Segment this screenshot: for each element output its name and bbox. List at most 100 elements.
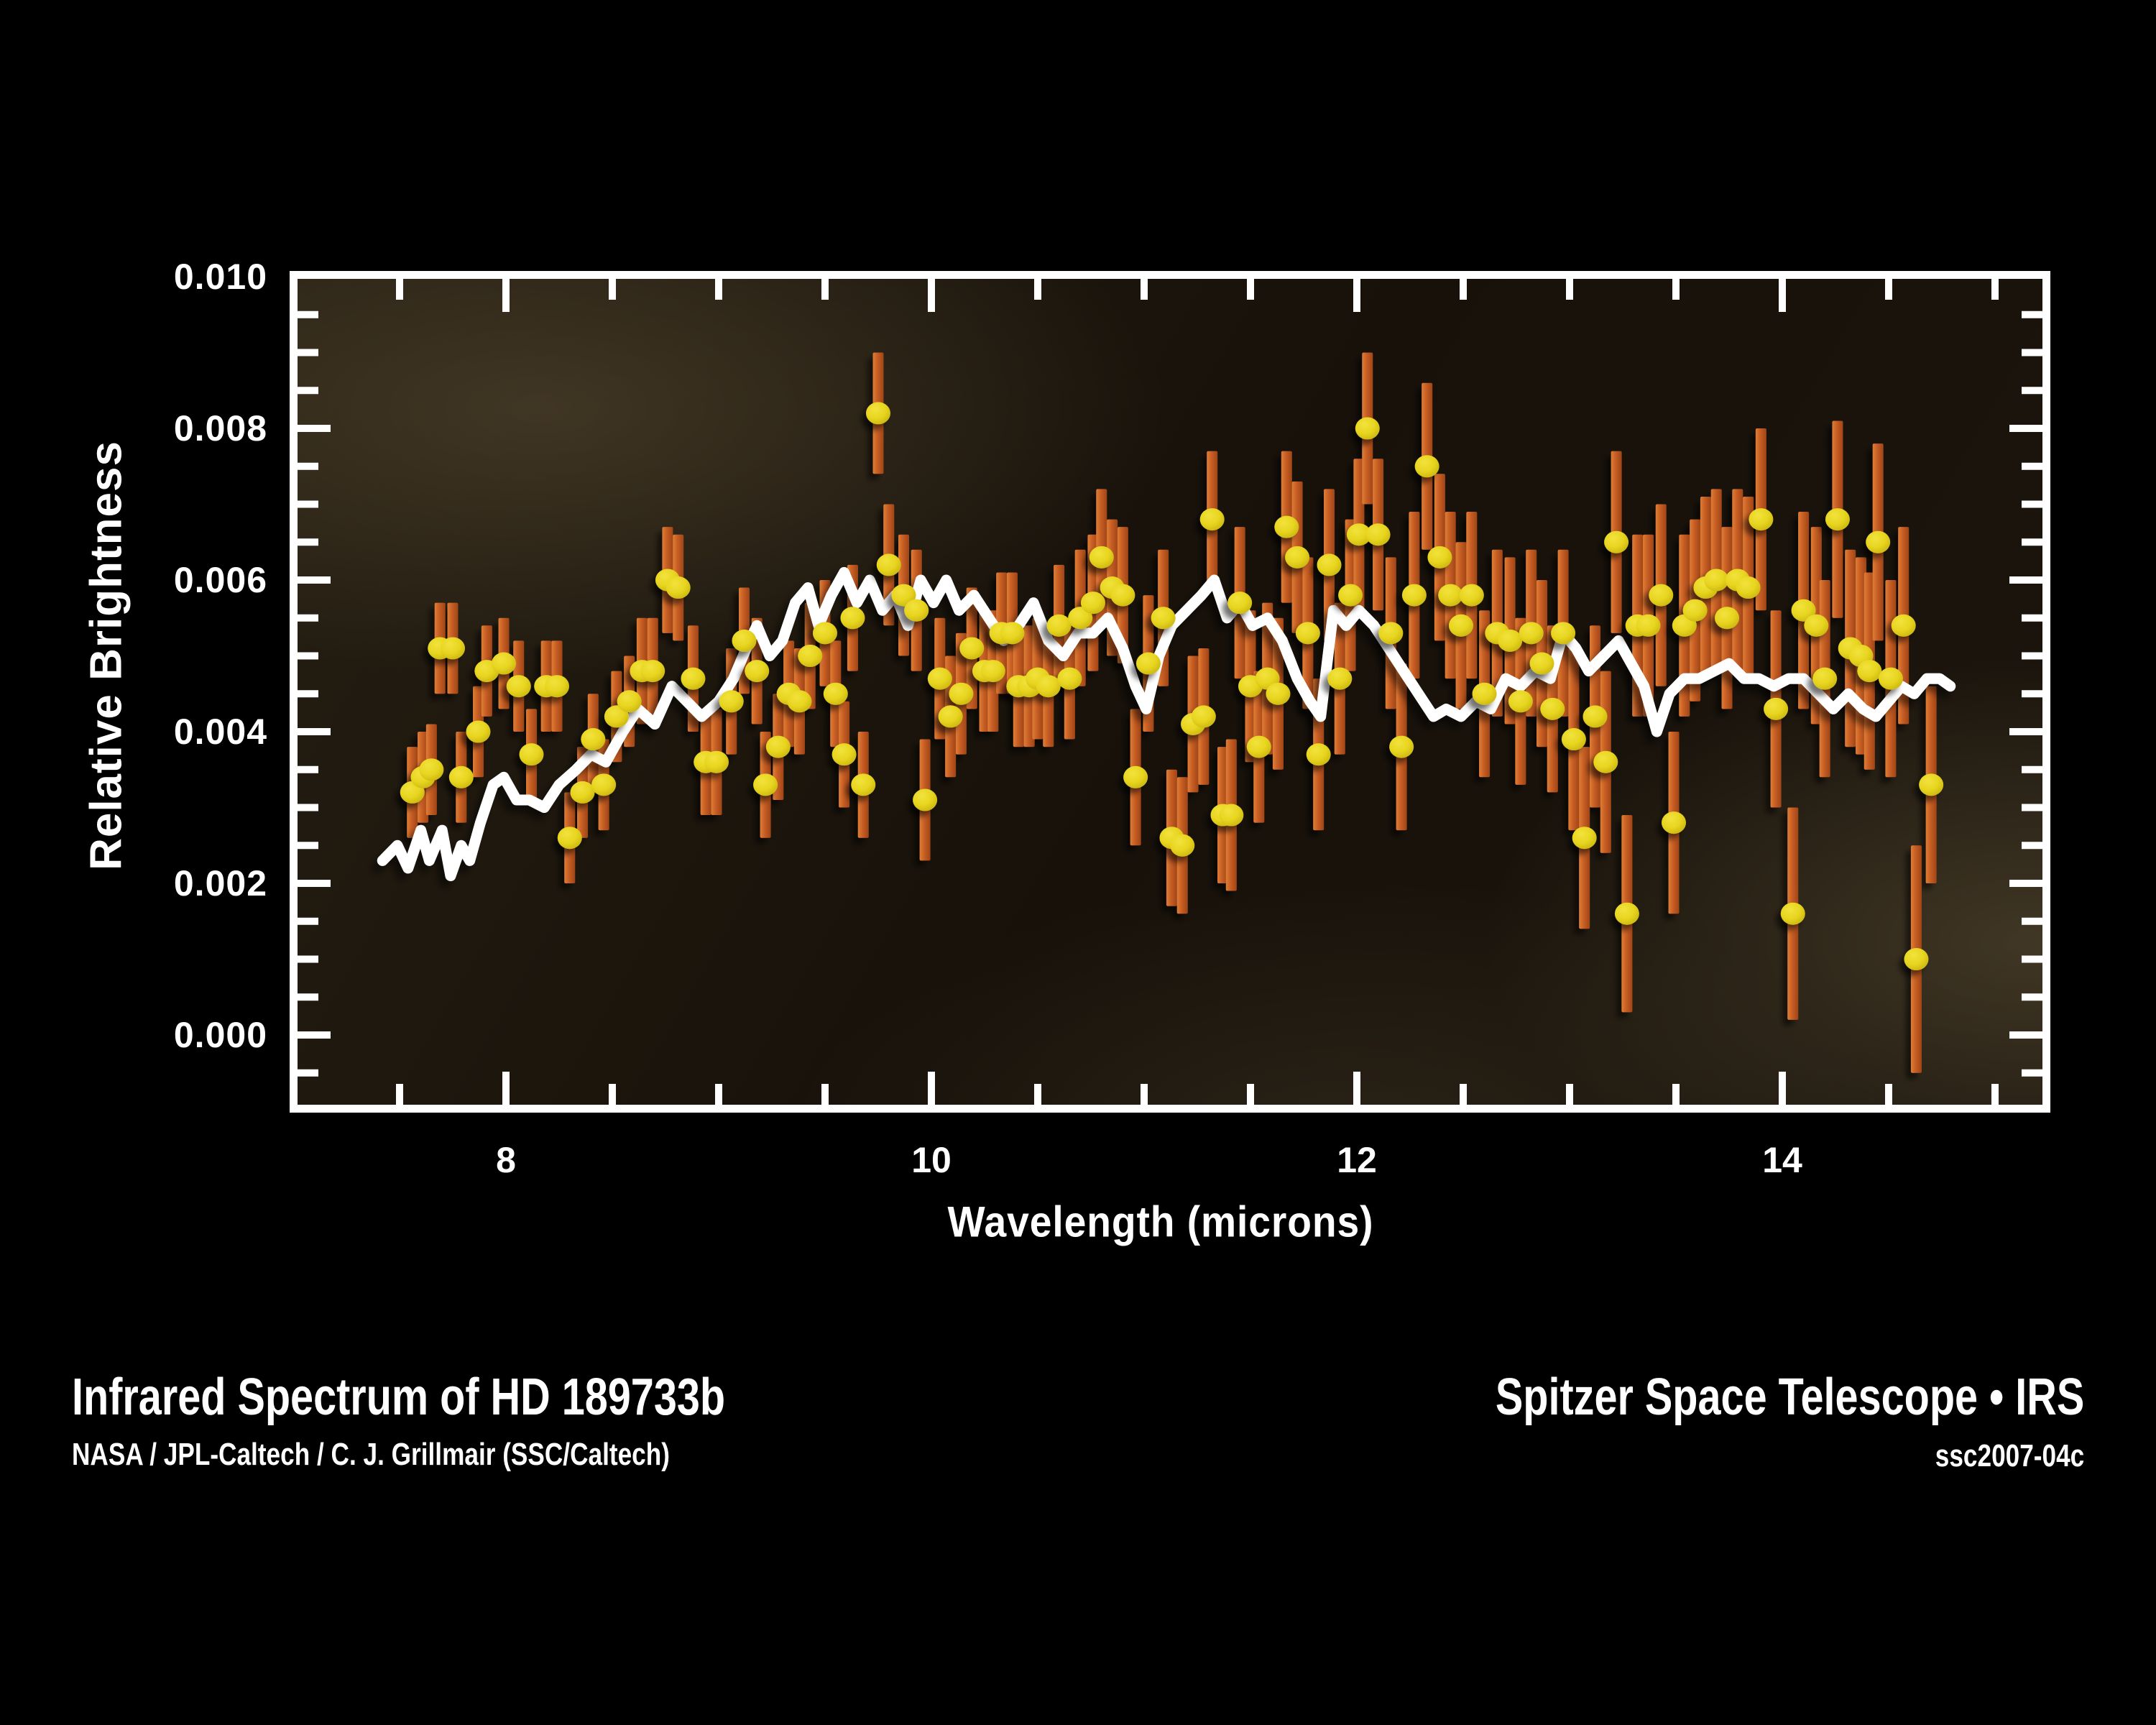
data-point [1378, 622, 1404, 645]
data-point [765, 735, 791, 758]
data-point [1036, 675, 1061, 698]
data-point [904, 599, 929, 622]
data-point [604, 705, 629, 728]
data-point [1791, 599, 1816, 622]
release-id: ssc2007-04c [1935, 1438, 2084, 1473]
x-axis-title: Wavelength (microns) [947, 1197, 1374, 1246]
data-point [1682, 599, 1708, 622]
data-point [1904, 948, 1929, 970]
data-point [1561, 728, 1586, 751]
data-point [1227, 592, 1253, 615]
axis-ticks [298, 279, 2042, 1105]
data-point [448, 765, 474, 788]
data-point [617, 690, 642, 713]
data-point [798, 645, 823, 667]
figure-title: Infrared Spectrum of HD 189733b [72, 1368, 726, 1426]
data-point [980, 660, 1005, 683]
y-tick-label: 0.010 [173, 257, 267, 297]
data-point [938, 705, 963, 728]
data-point [1764, 697, 1789, 720]
data-point [823, 682, 848, 705]
data-point [1540, 697, 1565, 720]
data-point [1825, 508, 1850, 531]
data-point [1057, 667, 1082, 690]
data-point [753, 773, 778, 796]
data-point [1317, 553, 1342, 576]
data-point [1219, 804, 1244, 827]
data-point [681, 667, 706, 690]
data-point [591, 773, 617, 796]
data-point [1191, 705, 1216, 728]
data-point [1508, 690, 1533, 713]
data-point [492, 652, 517, 675]
data-point [1662, 811, 1687, 834]
data-point [1438, 584, 1463, 607]
plot-background [293, 275, 2047, 1109]
data-point [1459, 584, 1484, 607]
data-point [665, 576, 691, 599]
data-point [1449, 614, 1474, 637]
spectrum-chart [290, 271, 2050, 1113]
data-point [1170, 834, 1195, 857]
y-tick-label: 0.004 [173, 712, 267, 752]
data-point [1593, 750, 1618, 773]
model-line [377, 566, 1956, 881]
data-point [959, 637, 985, 660]
y-tick-label: 0.002 [173, 863, 267, 903]
data-point [1414, 455, 1439, 478]
data-point [1583, 705, 1608, 728]
data-point [1246, 735, 1271, 758]
data-point [1295, 622, 1320, 645]
data-point [1551, 622, 1576, 645]
data-point [570, 781, 595, 804]
data-point [1891, 614, 1916, 637]
data-point [813, 622, 837, 645]
data-point [1472, 682, 1497, 705]
data-point [1338, 584, 1363, 607]
data-point [1274, 515, 1299, 538]
y-axis-title: Relative Brightness [81, 441, 132, 870]
data-point [1068, 607, 1093, 630]
data-point [719, 690, 744, 713]
data-point [1151, 607, 1176, 630]
data-point [519, 743, 544, 766]
data-point [1519, 622, 1544, 645]
data-point [1780, 902, 1805, 925]
data-point [1089, 546, 1114, 569]
figure-credit: NASA / JPL-Caltech / C. J. Grillmair (SS… [72, 1437, 670, 1472]
data-point [913, 788, 938, 811]
data-point [419, 758, 444, 781]
model-spectrum-line [377, 566, 1956, 881]
data-point [1812, 667, 1838, 690]
data-point [1080, 592, 1105, 615]
data-point [1046, 614, 1072, 637]
data-point [1285, 546, 1310, 569]
data-point [1749, 508, 1774, 531]
data-point [466, 720, 491, 743]
data-point [545, 675, 570, 698]
y-tick-label: 0.000 [173, 1015, 267, 1055]
data-point [1572, 827, 1597, 850]
x-tick-label: 12 [1337, 1140, 1377, 1180]
data-point [851, 773, 876, 796]
data-point [891, 584, 916, 607]
data-point [927, 667, 952, 690]
data-point [1649, 584, 1674, 607]
mission-name: Spitzer Space Telescope • IRS [1495, 1368, 2084, 1426]
data-point [1529, 652, 1554, 675]
data-point [1110, 584, 1135, 607]
data-point [732, 629, 757, 652]
data-point [1857, 660, 1882, 683]
data-point [640, 660, 665, 683]
data-point [876, 553, 901, 576]
data-point [1498, 629, 1523, 652]
data-point [1715, 607, 1740, 630]
data-point [831, 743, 857, 766]
data-point [704, 750, 729, 773]
x-tick-label: 14 [1762, 1140, 1802, 1180]
data-point [1804, 614, 1829, 637]
data-point [441, 637, 465, 660]
data-point [557, 827, 582, 850]
data-point [787, 690, 812, 713]
